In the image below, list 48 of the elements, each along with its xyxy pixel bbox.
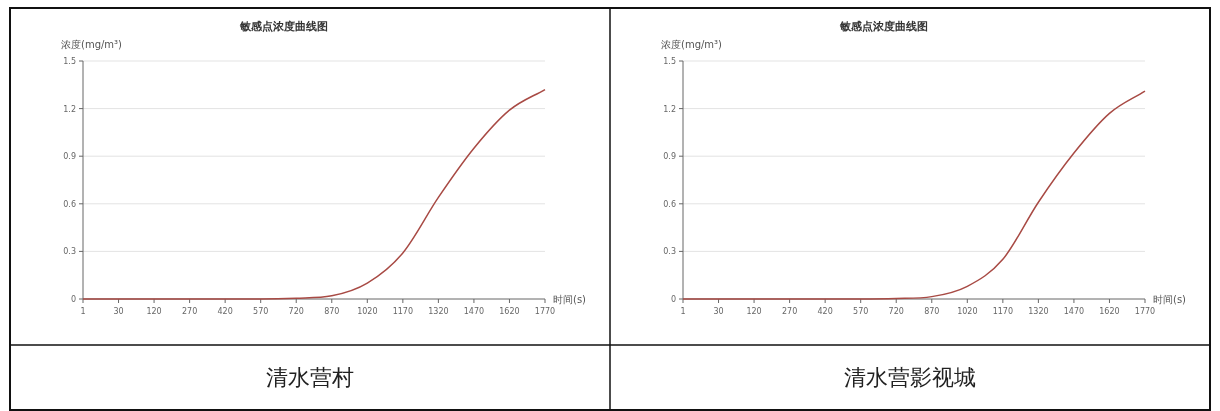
x-tick-label: 870 xyxy=(924,307,940,316)
y-tick-label: 1.2 xyxy=(63,104,76,114)
x-tick-label: 1620 xyxy=(1099,307,1120,316)
y-tick-label: 0.9 xyxy=(63,152,76,162)
x-tick-label: 720 xyxy=(288,307,304,316)
x-tick-label: 1620 xyxy=(499,307,520,316)
chart-title: 敏感点浓度曲线图 xyxy=(239,20,328,33)
x-tick-label: 1470 xyxy=(463,307,485,316)
y-axis-title: 浓度(mg/m³) xyxy=(61,39,123,50)
x-tick-label: 1320 xyxy=(1028,307,1049,316)
x-tick-label: 120 xyxy=(146,307,162,316)
x-tick-label: 120 xyxy=(746,307,762,316)
x-axis-title: 时间(s) xyxy=(553,294,587,305)
x-tick-label: 1770 xyxy=(1134,307,1156,316)
y-axis-title: 浓度(mg/m³) xyxy=(661,39,723,50)
y-tick-label: 0.3 xyxy=(663,247,676,257)
y-tick-label: 0.9 xyxy=(663,152,676,162)
y-tick-label: 0.6 xyxy=(663,199,676,209)
x-tick-label: 420 xyxy=(217,307,233,316)
x-tick-label: 1020 xyxy=(957,307,978,316)
x-tick-label: 270 xyxy=(181,307,198,316)
x-tick-label: 870 xyxy=(324,307,340,316)
y-tick-label: 1.2 xyxy=(663,104,676,114)
x-tick-label: 1 xyxy=(80,307,86,316)
y-tick-label: 0 xyxy=(670,295,676,304)
x-tick-label: 570 xyxy=(253,307,269,316)
x-tick-label: 1470 xyxy=(1063,307,1085,316)
x-tick-label: 1770 xyxy=(534,307,556,316)
chart-title: 敏感点浓度曲线图 xyxy=(839,20,928,33)
x-tick-label: 30 xyxy=(113,307,124,316)
x-tick-label: 1 xyxy=(680,307,686,316)
x-tick-label: 1320 xyxy=(428,307,449,316)
y-tick-label: 0.3 xyxy=(63,247,76,257)
x-axis-title: 时间(s) xyxy=(1153,294,1187,305)
y-tick-label: 1.5 xyxy=(63,57,76,66)
y-tick-label: 0 xyxy=(70,295,76,304)
x-tick-label: 30 xyxy=(713,307,724,316)
x-tick-label: 1020 xyxy=(357,307,378,316)
text: 清水营影视城 xyxy=(844,365,976,390)
x-tick-label: 570 xyxy=(853,307,869,316)
x-tick-label: 1170 xyxy=(392,307,414,316)
x-tick-label: 1170 xyxy=(992,307,1014,316)
x-tick-label: 270 xyxy=(781,307,798,316)
x-tick-label: 720 xyxy=(888,307,904,316)
y-tick-label: 1.5 xyxy=(663,57,676,66)
x-tick-label: 420 xyxy=(817,307,833,316)
y-tick-label: 0.6 xyxy=(63,199,76,209)
text: 清水营村 xyxy=(266,365,354,390)
